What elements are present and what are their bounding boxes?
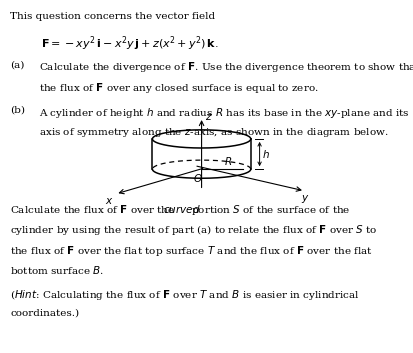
Text: axis of symmetry along the $z$-axis, as shown in the diagram below.: axis of symmetry along the $z$-axis, as … [39, 126, 389, 139]
Text: A cylinder of height $h$ and radius $R$ has its base in the $xy$-plane and its: A cylinder of height $h$ and radius $R$ … [39, 106, 410, 120]
Text: Calculate the flux of $\mathbf{F}$ over the: Calculate the flux of $\mathbf{F}$ over … [10, 203, 176, 215]
Text: portion $S$ of the surface of the: portion $S$ of the surface of the [188, 203, 351, 217]
Text: $h$: $h$ [261, 148, 269, 160]
Text: $R$: $R$ [224, 155, 232, 167]
Text: the flux of $\mathbf{F}$ over the flat top surface $T$ and the flux of $\mathbf{: the flux of $\mathbf{F}$ over the flat t… [10, 244, 373, 258]
Text: coordinates.): coordinates.) [10, 309, 79, 317]
Text: (b): (b) [10, 106, 25, 114]
Text: bottom surface $B$.: bottom surface $B$. [10, 264, 104, 276]
Text: (a): (a) [10, 60, 25, 70]
Text: $\mathit{curved}$: $\mathit{curved}$ [163, 203, 201, 215]
Text: ($\mathit{Hint}$: Calculating the flux of $\mathbf{F}$ over $T$ and $B$ is easie: ($\mathit{Hint}$: Calculating the flux o… [10, 288, 360, 302]
Text: $\mathbf{F} = -xy^2\,\mathbf{i} - x^2y\,\mathbf{j} + z(x^2 + y^2)\,\mathbf{k}.$: $\mathbf{F} = -xy^2\,\mathbf{i} - x^2y\,… [41, 35, 219, 53]
Text: This question concerns the vector field: This question concerns the vector field [10, 12, 216, 21]
Text: $x$: $x$ [105, 196, 114, 206]
Text: the flux of $\mathbf{F}$ over any closed surface is equal to zero.: the flux of $\mathbf{F}$ over any closed… [39, 81, 319, 95]
Text: $z$: $z$ [205, 112, 213, 122]
Text: Calculate the divergence of $\mathbf{F}$. Use the divergence theorem to show tha: Calculate the divergence of $\mathbf{F}$… [39, 60, 413, 74]
Text: $y$: $y$ [301, 193, 309, 205]
Text: cylinder by using the result of part (a) to relate the flux of $\mathbf{F}$ over: cylinder by using the result of part (a)… [10, 223, 378, 238]
Text: $O$: $O$ [193, 172, 202, 184]
